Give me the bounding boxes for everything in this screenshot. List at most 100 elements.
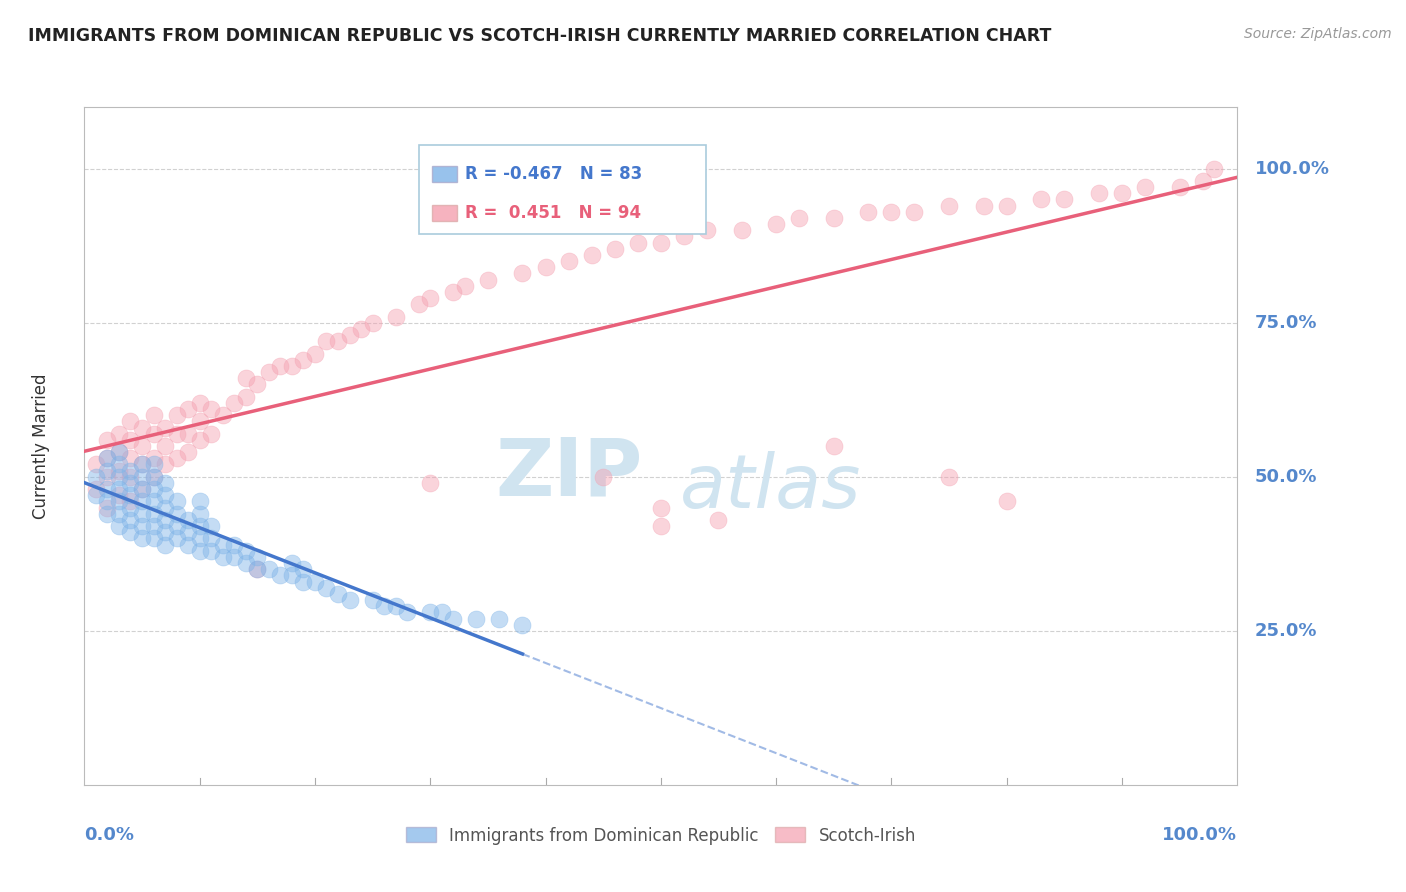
Point xyxy=(200,426,222,441)
Point xyxy=(120,470,142,484)
Point xyxy=(1168,180,1191,194)
Point xyxy=(441,285,464,299)
Point xyxy=(408,297,430,311)
Point xyxy=(108,494,131,508)
Point xyxy=(534,260,557,275)
Point xyxy=(350,322,373,336)
Point xyxy=(246,562,269,576)
Point xyxy=(315,334,337,349)
Point xyxy=(235,371,257,385)
Point xyxy=(166,426,188,441)
Text: R = -0.467   N = 83: R = -0.467 N = 83 xyxy=(465,165,643,183)
Point xyxy=(488,611,510,625)
Point xyxy=(603,242,626,256)
Point xyxy=(581,248,603,262)
Point xyxy=(153,513,176,527)
Point xyxy=(211,538,233,552)
Point xyxy=(1191,174,1213,188)
Point xyxy=(131,458,153,472)
Point xyxy=(257,562,280,576)
Point xyxy=(142,408,165,422)
Point xyxy=(1053,193,1076,207)
Point xyxy=(823,439,845,453)
Point xyxy=(120,500,142,515)
Point xyxy=(153,500,176,515)
Point xyxy=(120,525,142,540)
Point xyxy=(995,494,1018,508)
Point xyxy=(281,359,304,373)
Legend: Immigrants from Dominican Republic, Scotch-Irish: Immigrants from Dominican Republic, Scot… xyxy=(399,820,922,851)
Point xyxy=(142,532,165,546)
Point xyxy=(269,568,291,582)
Point xyxy=(235,543,257,558)
Point xyxy=(339,328,361,343)
Point xyxy=(96,464,118,478)
Point xyxy=(384,310,406,324)
Point xyxy=(142,482,165,496)
Point xyxy=(765,217,787,231)
Point xyxy=(396,606,419,620)
Text: ZIP: ZIP xyxy=(495,434,643,512)
Point xyxy=(153,475,176,490)
Point xyxy=(108,519,131,533)
Point xyxy=(153,525,176,540)
Point xyxy=(153,488,176,502)
Point xyxy=(131,439,153,453)
Point xyxy=(419,606,441,620)
Point xyxy=(108,445,131,459)
Point xyxy=(246,562,269,576)
Point xyxy=(188,543,211,558)
Point xyxy=(419,475,441,490)
Point xyxy=(257,365,280,379)
Point xyxy=(787,211,810,225)
Point xyxy=(84,488,107,502)
Point xyxy=(131,420,153,434)
Point xyxy=(557,254,579,268)
Point xyxy=(108,482,131,496)
Point xyxy=(200,519,222,533)
Point xyxy=(96,482,118,496)
Point xyxy=(120,451,142,466)
Point xyxy=(177,513,200,527)
Text: 100.0%: 100.0% xyxy=(1163,826,1237,844)
Point xyxy=(224,396,246,410)
Point xyxy=(512,617,534,632)
Point xyxy=(188,396,211,410)
Point xyxy=(292,562,315,576)
Point xyxy=(188,519,211,533)
Point xyxy=(477,272,499,286)
Point xyxy=(200,402,222,417)
Point xyxy=(153,538,176,552)
Point xyxy=(96,494,118,508)
Text: 50.0%: 50.0% xyxy=(1254,467,1317,486)
Point xyxy=(384,599,406,614)
Point xyxy=(188,532,211,546)
Point xyxy=(1031,193,1053,207)
Point xyxy=(142,470,165,484)
Point xyxy=(188,433,211,447)
Point xyxy=(211,549,233,564)
Point xyxy=(131,507,153,521)
Point xyxy=(120,513,142,527)
Point xyxy=(108,464,131,478)
Point xyxy=(153,420,176,434)
Point xyxy=(707,513,730,527)
Point xyxy=(96,470,118,484)
Point xyxy=(188,507,211,521)
Point xyxy=(142,426,165,441)
Point xyxy=(108,470,131,484)
Point xyxy=(441,611,464,625)
Point xyxy=(142,470,165,484)
Point xyxy=(1111,186,1133,201)
Point xyxy=(281,556,304,570)
Point xyxy=(142,519,165,533)
Point xyxy=(153,458,176,472)
Point xyxy=(224,549,246,564)
Point xyxy=(131,494,153,508)
Point xyxy=(108,507,131,521)
Point xyxy=(131,470,153,484)
Text: 0.0%: 0.0% xyxy=(84,826,135,844)
Point xyxy=(315,581,337,595)
Point xyxy=(269,359,291,373)
Point xyxy=(696,223,718,237)
